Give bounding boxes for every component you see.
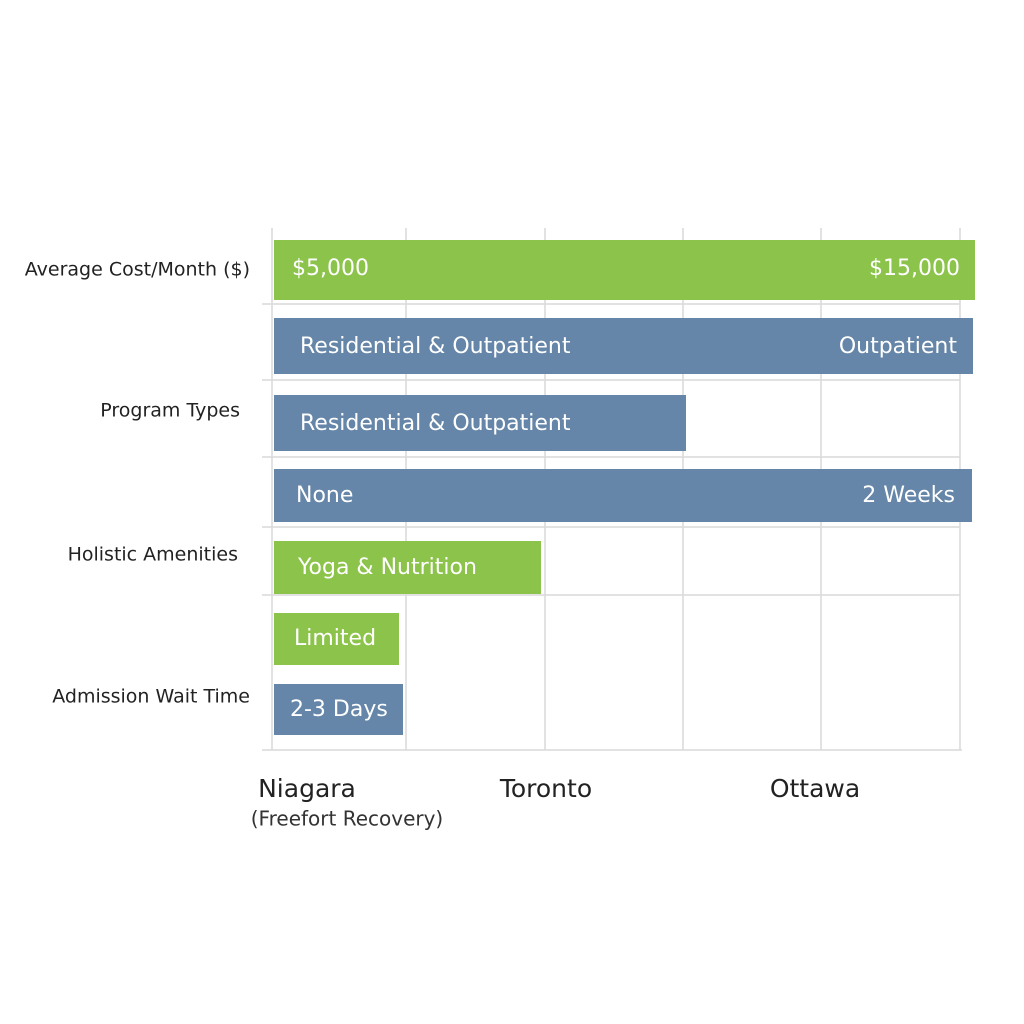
bar	[274, 613, 399, 665]
row-label: Program Types	[100, 400, 240, 422]
row-label: Admission Wait Time	[52, 686, 250, 708]
bar	[274, 240, 975, 300]
bar	[274, 541, 541, 594]
column-label: Ottawa	[770, 774, 860, 803]
bar-label: None	[296, 483, 353, 508]
bar-label: Limited	[294, 626, 376, 651]
bar	[274, 318, 973, 374]
bar-label: Outpatient	[839, 334, 958, 359]
column-sublabel: (Freefort Recovery)	[251, 807, 443, 831]
bar-label: 2-3 Days	[290, 697, 388, 722]
bar-label: Yoga & Nutrition	[297, 555, 477, 580]
bar-label: Residential & Outpatient	[300, 411, 571, 436]
bar	[274, 395, 686, 451]
bar	[274, 469, 972, 522]
column-label: Toronto	[499, 774, 592, 803]
bar-label: $5,000	[292, 256, 369, 281]
row-label: Holistic Amenities	[68, 544, 238, 566]
bar	[274, 684, 403, 735]
column-label: Niagara	[258, 774, 356, 803]
bar-label: Residential & Outpatient	[300, 334, 571, 359]
bar-label: $15,000	[869, 256, 960, 281]
bar-label: 2 Weeks	[862, 483, 955, 508]
row-label: Average Cost/Month ($)	[25, 259, 250, 281]
